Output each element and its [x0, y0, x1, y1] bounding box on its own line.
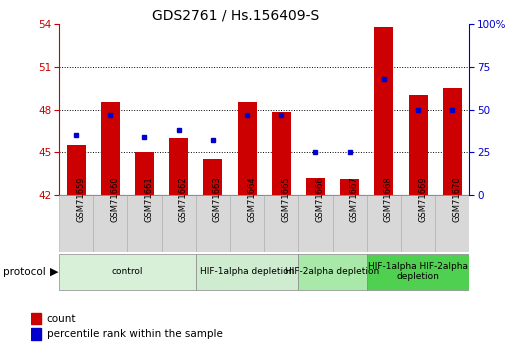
Bar: [299, 195, 332, 252]
Bar: [196, 195, 230, 252]
Text: control: control: [112, 267, 143, 276]
Bar: [31, 313, 41, 324]
Bar: [196, 254, 299, 289]
Bar: [272, 112, 291, 195]
Bar: [374, 27, 393, 195]
Text: count: count: [47, 314, 76, 324]
Bar: [93, 195, 127, 252]
Bar: [162, 195, 196, 252]
Text: HIF-1alpha HIF-2alpha
depletion: HIF-1alpha HIF-2alpha depletion: [368, 262, 468, 282]
Text: HIF-2alpha depletion: HIF-2alpha depletion: [285, 267, 380, 276]
Text: GSM71669: GSM71669: [418, 177, 427, 222]
Bar: [230, 195, 264, 252]
Bar: [443, 88, 462, 195]
Text: GDS2761 / Hs.156409-S: GDS2761 / Hs.156409-S: [152, 9, 320, 23]
Text: ▶: ▶: [50, 267, 59, 277]
Bar: [367, 195, 401, 252]
Bar: [401, 195, 435, 252]
Bar: [238, 102, 256, 195]
Bar: [169, 138, 188, 195]
Bar: [340, 179, 359, 195]
Text: HIF-1alpha depletion: HIF-1alpha depletion: [200, 267, 294, 276]
Text: GSM71666: GSM71666: [315, 177, 325, 223]
Text: GSM71663: GSM71663: [213, 177, 222, 223]
Text: GSM71659: GSM71659: [76, 177, 85, 222]
Text: GSM71668: GSM71668: [384, 177, 393, 223]
Bar: [59, 254, 196, 289]
Text: GSM71667: GSM71667: [350, 177, 359, 223]
Text: GSM71661: GSM71661: [145, 177, 153, 222]
Text: GSM71660: GSM71660: [110, 177, 120, 222]
Text: GSM71664: GSM71664: [247, 177, 256, 222]
Text: percentile rank within the sample: percentile rank within the sample: [47, 329, 223, 339]
Text: protocol: protocol: [3, 267, 45, 277]
Bar: [101, 102, 120, 195]
Bar: [332, 195, 367, 252]
Bar: [127, 195, 162, 252]
Bar: [306, 178, 325, 195]
Bar: [299, 254, 367, 289]
Text: GSM71662: GSM71662: [179, 177, 188, 222]
Bar: [435, 195, 469, 252]
Bar: [264, 195, 299, 252]
Text: GSM71665: GSM71665: [281, 177, 290, 222]
Bar: [409, 95, 427, 195]
Bar: [59, 195, 93, 252]
Bar: [204, 159, 222, 195]
Bar: [67, 145, 86, 195]
Bar: [31, 328, 41, 340]
Text: GSM71670: GSM71670: [452, 177, 461, 222]
Bar: [367, 254, 469, 289]
Bar: [135, 152, 154, 195]
